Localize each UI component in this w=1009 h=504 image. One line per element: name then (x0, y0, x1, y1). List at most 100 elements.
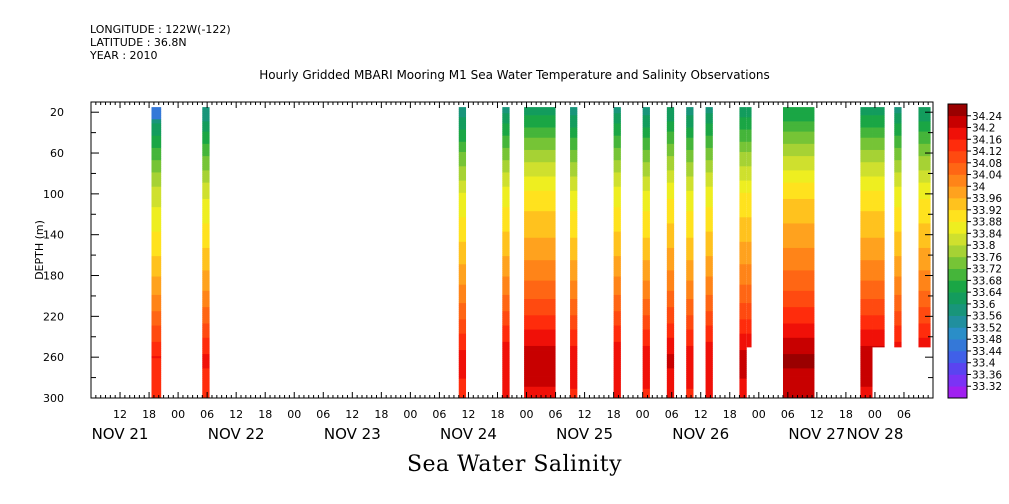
heatmap-cell (860, 298, 873, 302)
heatmap-cell (860, 141, 873, 145)
heatmap-cell (151, 303, 162, 306)
heatmap-cell (151, 239, 162, 243)
heatmap-cell (746, 233, 752, 237)
heatmap-cell (894, 131, 902, 135)
heatmap-cell (458, 247, 467, 251)
heatmap-cell (613, 192, 621, 196)
heatmap-cell (642, 121, 650, 124)
heatmap-cell (705, 162, 713, 165)
heatmap-cell (613, 256, 621, 259)
heatmap-cell (746, 135, 752, 139)
heatmap-cell (739, 270, 747, 273)
heatmap-cell (918, 119, 931, 122)
heatmap-cell (894, 219, 902, 222)
heatmap-cell (151, 317, 162, 320)
heatmap-cell (686, 123, 694, 126)
heatmap-cell (524, 190, 556, 194)
heatmap-cell (151, 203, 162, 206)
heatmap-cell (502, 362, 510, 365)
heatmap-cell (666, 160, 675, 163)
heatmap-cell (782, 258, 815, 261)
heatmap-cell (202, 350, 210, 353)
heatmap-cell (686, 341, 694, 345)
heatmap-cell (666, 284, 675, 288)
heatmap-cell (642, 284, 650, 288)
heatmap-cell (502, 315, 510, 318)
heatmap-cell (872, 235, 885, 239)
heatmap-cell (524, 262, 556, 265)
heatmap-cell (918, 225, 931, 228)
heatmap-cell (746, 207, 752, 210)
x-hour-label: 18 (607, 408, 621, 421)
heatmap-cell (739, 156, 747, 159)
heatmap-cell (860, 341, 873, 345)
heatmap-cell (705, 276, 713, 279)
heatmap-cell (202, 268, 210, 271)
heatmap-cell (860, 178, 873, 181)
heatmap-cell (151, 290, 162, 294)
y-tick-label: 220 (43, 310, 64, 323)
heatmap-cell (918, 170, 931, 173)
heatmap-cell (524, 192, 556, 196)
colorbar-label: 33.92 (972, 205, 1002, 217)
y-tick-label: 60 (50, 147, 64, 160)
heatmap-cell (894, 345, 902, 348)
heatmap-cell (705, 345, 713, 349)
heatmap-cell (918, 292, 931, 296)
heatmap-cell (151, 294, 162, 298)
heatmap-cell (458, 333, 467, 337)
heatmap-cell (686, 213, 694, 216)
heatmap-cell (705, 123, 713, 126)
heatmap-cell (666, 233, 675, 237)
heatmap-cell (872, 209, 885, 212)
heatmap-cell (705, 329, 713, 333)
heatmap-cell (739, 196, 747, 200)
year-label: YEAR : 2010 (90, 49, 158, 62)
heatmap-cell (642, 368, 650, 371)
heatmap-cell (570, 145, 578, 149)
heatmap-cell (739, 233, 747, 237)
heatmap-cell (686, 137, 694, 141)
heatmap-cell (570, 337, 578, 341)
heatmap-cell (642, 292, 650, 296)
heatmap-cell (686, 184, 694, 188)
heatmap-cell (458, 272, 467, 275)
heatmap-cell (570, 339, 578, 343)
heatmap-cell (151, 254, 162, 257)
heatmap-cell (502, 147, 510, 151)
heatmap-cell (613, 341, 621, 345)
heatmap-cell (642, 319, 650, 322)
heatmap-cell (686, 252, 694, 255)
heatmap-cell (458, 176, 467, 179)
heatmap-cell (918, 339, 931, 343)
heatmap-cell (782, 331, 815, 335)
heatmap-cell (918, 229, 931, 233)
heatmap-cell (746, 294, 752, 298)
heatmap-cell (642, 152, 650, 155)
heatmap-cell (782, 303, 815, 306)
heatmap-cell (860, 258, 873, 261)
heatmap-cell (642, 137, 650, 141)
heatmap-cell (782, 268, 815, 271)
heatmap-cell (860, 331, 873, 335)
heatmap-cell (782, 111, 815, 114)
heatmap-cell (642, 358, 650, 361)
heatmap-cell (686, 362, 694, 365)
heatmap-cell (686, 190, 694, 194)
heatmap-cell (570, 107, 578, 110)
heatmap-cell (570, 215, 578, 218)
heatmap-cell (666, 268, 675, 271)
heatmap-cell (918, 282, 931, 286)
heatmap-cell (458, 254, 467, 257)
heatmap-cell (502, 268, 510, 271)
heatmap-cell (666, 198, 675, 202)
heatmap-cell (860, 147, 873, 151)
heatmap-cell (151, 323, 162, 326)
heatmap-cell (502, 386, 510, 390)
heatmap-cell (202, 172, 210, 175)
heatmap-cell (782, 129, 815, 132)
data-column (458, 107, 467, 399)
heatmap-cell (872, 176, 885, 179)
heatmap-cell (524, 139, 556, 143)
heatmap-cell (458, 129, 467, 132)
